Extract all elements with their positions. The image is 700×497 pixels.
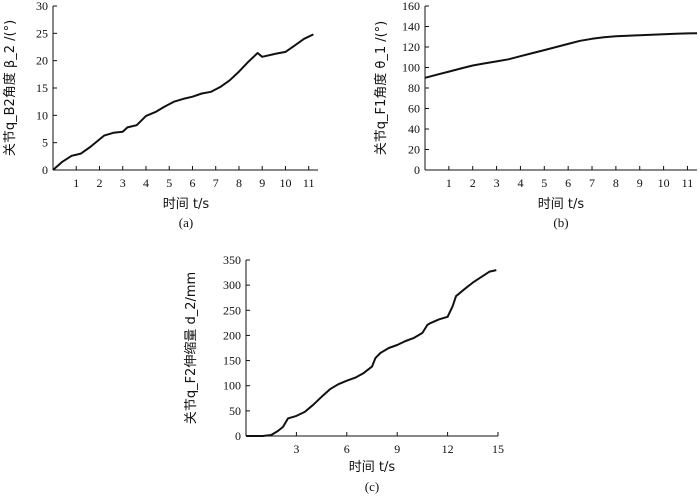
x-tick-label: 1 [73, 176, 79, 190]
x-tick-label: 6 [565, 176, 571, 190]
y-tick-label: 0 [235, 429, 241, 443]
y-tick-label: 15 [36, 81, 48, 95]
x-tick-label: 15 [492, 442, 504, 456]
y-tick-label: 20 [408, 143, 420, 157]
y-tick-label: 350 [223, 253, 241, 267]
chart-panel-b: 1 2 3 4 5 6 7 8 9 10 11 0 20 40 60 80 100 120 140 160 时间 t/s… [373, 0, 698, 230]
y-axis-label: 关节q_F2伸缩量 d_2/mm [183, 272, 199, 424]
y-tick-label: 10 [36, 108, 48, 122]
x-tick-label: 3 [120, 176, 126, 190]
x-tick-label: 5 [541, 176, 547, 190]
x-tick-label: 11 [303, 176, 315, 190]
y-tick-label: 80 [408, 81, 420, 95]
y-axis-label: 关节q_B2角度 β_2 /(°) [2, 20, 18, 156]
x-tick-label: 7 [589, 176, 595, 190]
x-tick-label: 2 [470, 176, 476, 190]
y-tick-label: 200 [223, 328, 241, 342]
y-tick-label: 40 [408, 122, 420, 136]
x-axis-label: 时间 t/s [163, 197, 210, 212]
y-tick-label: 150 [223, 354, 241, 368]
chart-panel-a: 1 2 3 4 5 6 7 8 9 10 11 0 5 10 15 20 25 30 时间 t/s 关节q_B2角度 … [2, 0, 318, 230]
x-tick-label: 4 [517, 176, 523, 190]
x-tick-label: 1 [446, 176, 452, 190]
y-tick-label: 50 [229, 404, 241, 418]
y-tick-label: 100 [402, 61, 420, 75]
series-line [424, 32, 698, 79]
y-tick-label: 25 [36, 26, 48, 40]
x-tick-label: 8 [236, 176, 242, 190]
y-tick-label: 250 [223, 303, 241, 317]
y-tick-label: 120 [402, 40, 420, 54]
chart-caption: (a) [179, 215, 193, 230]
y-tick-label: 5 [42, 136, 48, 150]
y-tick-label: 20 [36, 54, 48, 68]
y-tick-label: 100 [223, 379, 241, 393]
x-tick-label: 10 [658, 176, 670, 190]
y-tick-label: 60 [408, 102, 420, 116]
x-axis-label: 时间 t/s [538, 197, 585, 212]
y-tick-label: 0 [42, 163, 48, 177]
x-tick-label: 7 [213, 176, 219, 190]
x-tick-label: 2 [96, 176, 102, 190]
x-tick-label: 10 [279, 176, 291, 190]
x-tick-label: 9 [259, 176, 265, 190]
x-tick-label: 6 [189, 176, 195, 190]
series-line [52, 33, 314, 171]
x-tick-label: 4 [143, 176, 149, 190]
y-tick-label: 30 [36, 0, 48, 13]
x-tick-label: 5 [166, 176, 172, 190]
x-tick-label: 3 [494, 176, 500, 190]
chart-caption: (c) [365, 479, 379, 494]
x-tick-label: 11 [682, 176, 694, 190]
series-line [246, 269, 497, 437]
x-tick-label: 12 [442, 442, 454, 456]
x-tick-label: 9 [637, 176, 643, 190]
y-tick-label: 140 [402, 20, 420, 34]
x-tick-label: 6 [344, 442, 350, 456]
y-axis-label: 关节q_F1角度 θ_1 /(°) [373, 21, 389, 156]
x-tick-label: 9 [394, 442, 400, 456]
chart-caption: (b) [553, 215, 568, 230]
x-tick-label: 3 [293, 442, 299, 456]
y-tick-label: 0 [414, 163, 420, 177]
y-tick-label: 300 [223, 278, 241, 292]
x-axis-label: 时间 t/s [349, 460, 396, 475]
y-tick-label: 160 [402, 0, 420, 13]
x-tick-label: 8 [613, 176, 619, 190]
